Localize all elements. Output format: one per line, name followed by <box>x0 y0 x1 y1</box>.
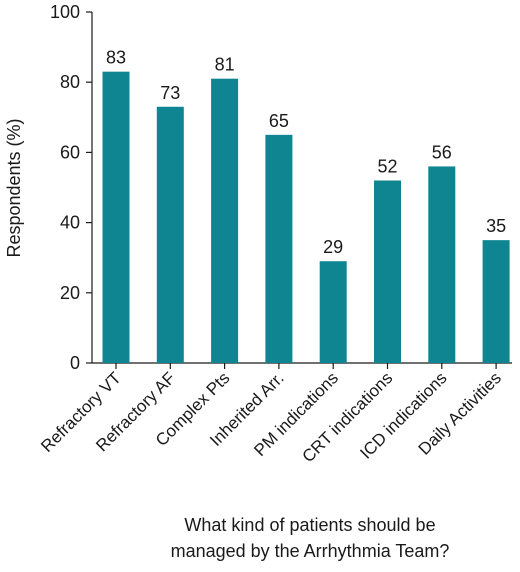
y-tick-label: 40 <box>60 213 80 233</box>
bar <box>319 261 347 363</box>
bar <box>265 134 293 363</box>
y-tick-label: 60 <box>60 142 80 162</box>
data-label: 81 <box>215 55 235 75</box>
data-label: 29 <box>323 237 343 257</box>
bar <box>482 240 510 363</box>
x-axis-label: What kind of patients should be managed … <box>110 512 510 564</box>
bar <box>211 78 239 363</box>
y-tick-label: 20 <box>60 283 80 303</box>
bar <box>156 106 184 364</box>
y-tick-label: 100 <box>50 2 80 22</box>
x-axis-label-line-1: What kind of patients should be <box>184 515 436 535</box>
y-tick-label: 0 <box>70 353 80 373</box>
data-label: 56 <box>432 142 452 162</box>
bar <box>374 180 401 363</box>
bar <box>102 71 130 364</box>
x-axis-label-line-2: managed by the Arrhythmia Team? <box>170 541 450 561</box>
data-label: 83 <box>106 48 126 68</box>
data-label: 52 <box>377 156 397 176</box>
data-label: 35 <box>486 216 506 236</box>
data-label: 65 <box>269 111 289 131</box>
bar <box>428 166 456 363</box>
bars: 83 73 81 65 29 52 56 35 <box>102 48 510 364</box>
data-label: 73 <box>160 83 180 103</box>
y-tick-label: 80 <box>60 72 80 92</box>
y-axis-label: Respondents (%) <box>4 118 24 257</box>
